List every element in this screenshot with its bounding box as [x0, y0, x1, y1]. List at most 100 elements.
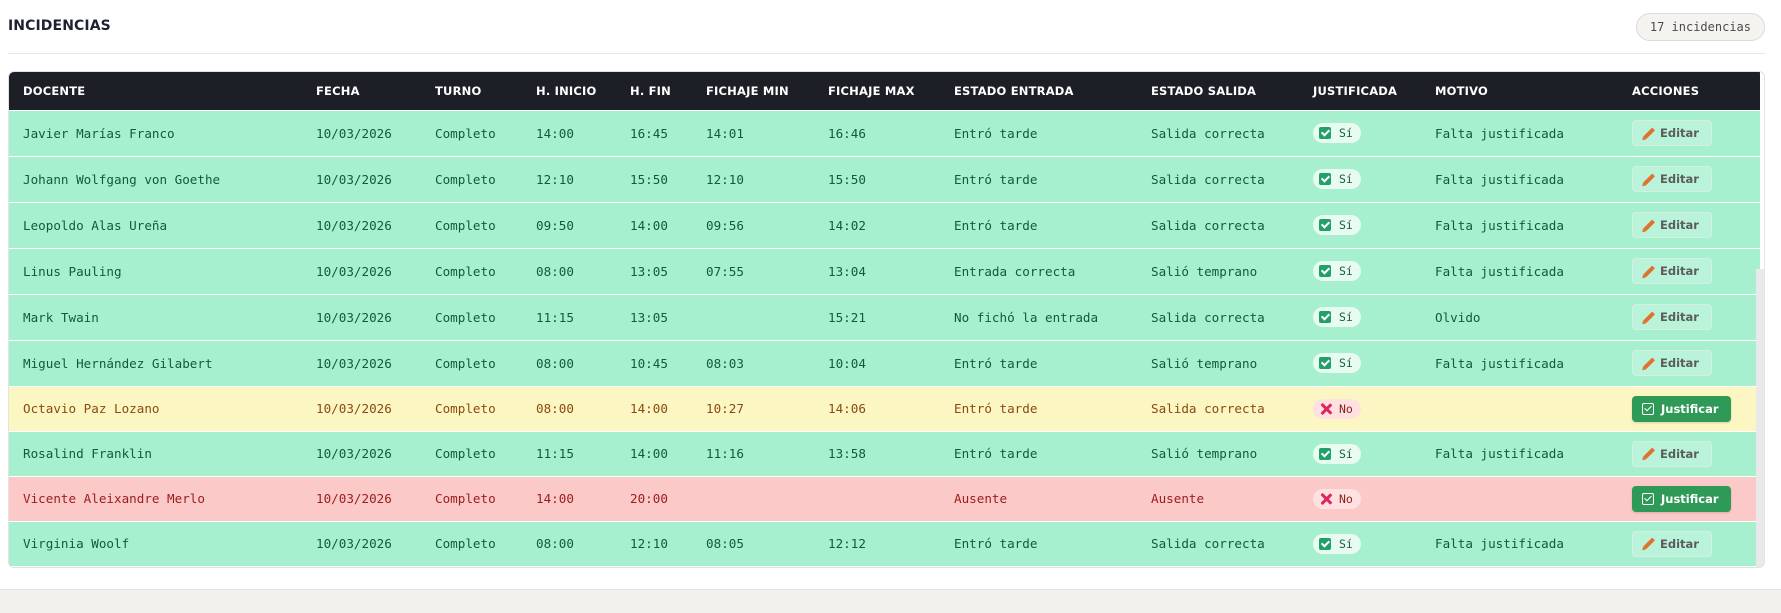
motivo-cell: Falta justificada — [1435, 355, 1564, 371]
justificada-badge: Sí — [1313, 533, 1361, 554]
justificada-cell: No — [1299, 476, 1421, 521]
h-inicio-cell: 14:00 — [536, 125, 574, 141]
check-icon — [1319, 173, 1331, 185]
check-icon — [1319, 311, 1331, 323]
fichaje-min-cell — [692, 476, 814, 521]
edit-button-label: Editar — [1660, 536, 1699, 551]
estado-entrada-cell: Entró tarde — [954, 125, 1038, 141]
check-icon — [1319, 537, 1331, 550]
justificada-label: Sí — [1339, 218, 1353, 232]
motivo-cell — [1421, 476, 1618, 521]
vertical-scrollbar[interactable] — [1756, 269, 1764, 567]
table-row: Johann Wolfgang von Goethe 10/03/2026 Comp… — [9, 156, 1760, 202]
edit-button[interactable]: Editar — [1632, 120, 1712, 146]
incidencias-table: DOCENTE FECHA TURNO H. INICIO H. FIN FIC… — [9, 72, 1760, 566]
docente-cell: Octavio Paz Lozano — [23, 401, 160, 416]
turno-cell: Completo — [435, 536, 496, 552]
edit-button[interactable]: Editar — [1632, 212, 1712, 238]
edit-button[interactable]: Editar — [1632, 304, 1712, 330]
fecha-cell: 10/03/2026 — [316, 446, 392, 461]
checkbox-icon — [1642, 402, 1654, 415]
edit-button-label: Editar — [1660, 218, 1699, 232]
fecha-cell: 10/03/2026 — [316, 401, 392, 416]
fecha-cell: 10/03/2026 — [316, 491, 392, 506]
h-fin-cell: 14:00 — [630, 401, 668, 416]
pencil-icon — [1642, 310, 1656, 324]
estado-entrada-cell: Entró tarde — [954, 217, 1038, 233]
justificada-badge: Sí — [1313, 169, 1361, 189]
edit-button[interactable]: Editar — [1632, 350, 1712, 376]
edit-button[interactable]: Editar — [1632, 530, 1712, 557]
fecha-cell: 10/03/2026 — [316, 263, 392, 279]
pencil-icon — [1642, 447, 1656, 460]
estado-salida-cell: Salida correcta — [1151, 536, 1265, 552]
fichaje-max-cell — [814, 476, 940, 521]
h-fin-cell: 10:45 — [630, 355, 668, 371]
edit-button[interactable]: Editar — [1632, 258, 1712, 284]
fecha-cell: 10/03/2026 — [316, 355, 392, 371]
fichaje-max-cell: 13:04 — [828, 263, 866, 279]
justificada-label: No — [1339, 491, 1353, 506]
pencil-icon — [1642, 537, 1656, 550]
h-inicio-cell: 08:00 — [536, 263, 574, 279]
justificada-cell: Sí — [1299, 110, 1421, 156]
edit-button-label: Editar — [1660, 172, 1699, 186]
h-inicio-cell: 11:15 — [536, 446, 574, 461]
column-header-h-inicio[interactable]: H. INICIO — [536, 83, 597, 98]
column-header-fichaje-min[interactable]: FICHAJE MIN — [706, 83, 789, 98]
table-row: Linus Pauling 10/03/2026 Completo 08:00 13:0… — [9, 248, 1760, 294]
justify-button-label: Justificar — [1661, 491, 1719, 506]
motivo-cell: Falta justificada — [1435, 536, 1564, 552]
edit-button-label: Editar — [1660, 126, 1699, 140]
docente-cell: Javier Marías Franco — [23, 125, 175, 141]
table-row: Virginia Woolf 10/03/2026 Completo 08:00 12:… — [9, 521, 1760, 566]
table-row: Vicente Aleixandre Merlo 10/03/2026 Comple… — [9, 476, 1760, 521]
justify-button[interactable]: Justificar — [1632, 485, 1731, 512]
column-header-fecha[interactable]: FECHA — [316, 83, 360, 98]
justify-button[interactable]: Justificar — [1632, 395, 1731, 422]
justificada-label: Sí — [1339, 172, 1353, 186]
column-header-justificada[interactable]: JUSTIFICADA — [1313, 83, 1398, 98]
fichaje-min-cell — [692, 294, 814, 340]
justificada-label: Sí — [1339, 446, 1353, 461]
justificada-label: Sí — [1339, 126, 1353, 140]
column-header-turno[interactable]: TURNO — [435, 83, 482, 98]
fichaje-max-cell: 14:06 — [828, 401, 866, 416]
column-header-motivo[interactable]: MOTIVO — [1435, 83, 1489, 98]
docente-cell: Johann Wolfgang von Goethe — [23, 171, 221, 187]
h-fin-cell: 20:00 — [630, 491, 668, 506]
motivo-cell: Falta justificada — [1435, 446, 1564, 461]
fichaje-min-cell: 14:01 — [706, 125, 744, 141]
fecha-cell: 10/03/2026 — [316, 217, 392, 233]
check-icon — [1319, 357, 1331, 369]
fichaje-max-cell: 15:21 — [828, 309, 866, 325]
column-header-fichaje-max[interactable]: FICHAJE MAX — [828, 83, 915, 98]
estado-salida-cell: Salió temprano — [1151, 263, 1258, 279]
incidencias-table-container: DOCENTE FECHA TURNO H. INICIO H. FIN FIC… — [8, 71, 1765, 568]
h-fin-cell: 14:00 — [630, 217, 668, 233]
column-header-docente[interactable]: DOCENTE — [23, 83, 86, 98]
justificada-cell: No — [1299, 386, 1421, 431]
justificada-badge: Sí — [1313, 261, 1361, 281]
column-header-estado-entrada[interactable]: ESTADO ENTRADA — [954, 83, 1074, 98]
justificada-label: Sí — [1339, 264, 1353, 278]
estado-entrada-cell: Entró tarde — [954, 401, 1038, 416]
table-row: Mark Twain 10/03/2026 Completo 11:15 13:05 15… — [9, 294, 1760, 340]
column-header-estado-salida[interactable]: ESTADO SALIDA — [1151, 83, 1257, 98]
h-inicio-cell: 08:00 — [536, 401, 574, 416]
edit-button[interactable]: Editar — [1632, 166, 1712, 192]
table-row: Rosalind Franklin 10/03/2026 Completo 11:15… — [9, 431, 1760, 476]
fichaje-min-cell: 07:55 — [706, 263, 744, 279]
acciones-cell: Editar — [1618, 248, 1760, 294]
h-fin-cell: 16:45 — [630, 125, 668, 141]
edit-button[interactable]: Editar — [1632, 440, 1712, 467]
estado-entrada-cell: No fichó la entrada — [954, 309, 1099, 325]
turno-cell: Completo — [435, 355, 496, 371]
fichaje-max-cell: 13:58 — [828, 446, 866, 461]
h-fin-cell: 13:05 — [630, 263, 668, 279]
acciones-cell: Editar — [1618, 340, 1760, 386]
justificada-label: Sí — [1339, 356, 1353, 370]
turno-cell: Completo — [435, 171, 496, 187]
column-header-h-fin[interactable]: H. FIN — [630, 83, 671, 98]
justificada-badge: Sí — [1313, 443, 1361, 464]
